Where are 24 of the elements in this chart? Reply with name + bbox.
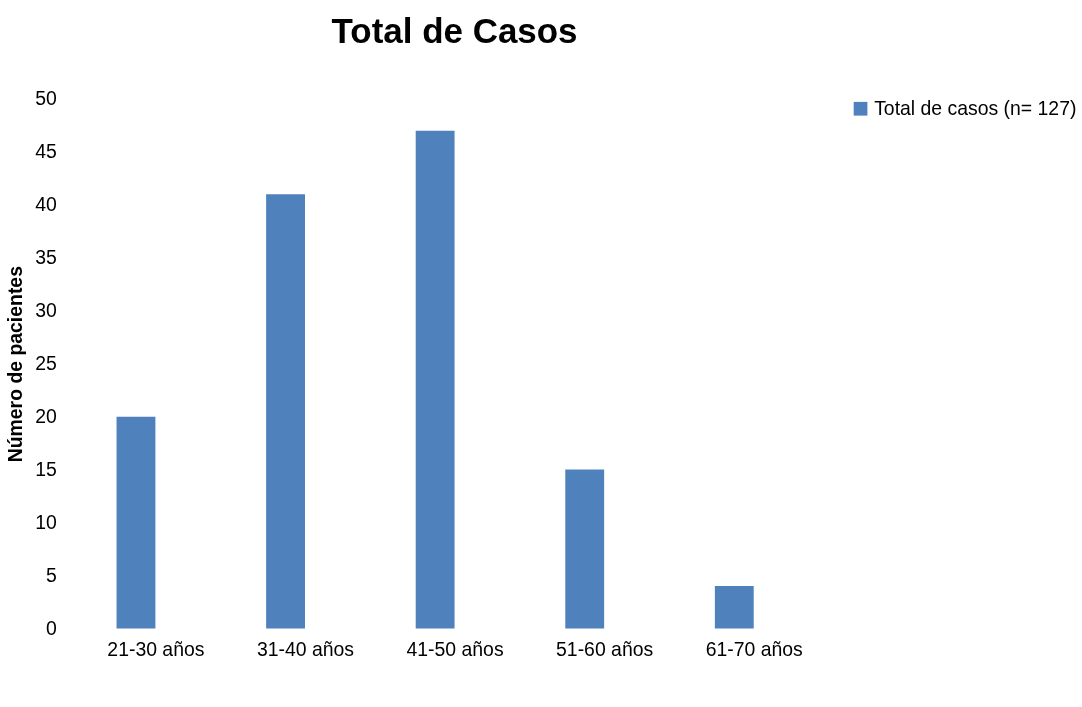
x-tick-label: 41-50 años bbox=[406, 638, 504, 661]
y-tick-label: 50 bbox=[35, 87, 58, 110]
bar bbox=[565, 469, 605, 629]
x-tick-label: 51-60 años bbox=[556, 638, 654, 661]
bar bbox=[116, 416, 156, 629]
y-tick-label: 10 bbox=[35, 510, 58, 533]
y-tick-label: 35 bbox=[35, 246, 57, 269]
x-tick-label: 21-30 años bbox=[107, 638, 205, 661]
y-tick-label: 25 bbox=[35, 352, 57, 375]
chart-title: Total de Casos bbox=[331, 10, 578, 50]
y-tick-label: 40 bbox=[35, 193, 58, 216]
bar bbox=[415, 130, 455, 629]
x-tick-label: 31-40 años bbox=[256, 638, 355, 661]
legend-label: Total de casos (n= 127) bbox=[874, 96, 1077, 119]
x-tick-label: 61-70 años bbox=[705, 638, 803, 661]
y-tick-label: 30 bbox=[35, 299, 58, 322]
bar bbox=[714, 586, 754, 629]
y-tick-label: 20 bbox=[35, 404, 58, 427]
y-tick-label: 45 bbox=[35, 140, 57, 163]
y-tick-label: 15 bbox=[35, 457, 57, 480]
bar bbox=[266, 194, 305, 629]
y-axis-title: Número de pacientes bbox=[3, 266, 26, 463]
y-tick-label: 5 bbox=[46, 563, 57, 586]
y-tick-label: 0 bbox=[46, 616, 58, 639]
